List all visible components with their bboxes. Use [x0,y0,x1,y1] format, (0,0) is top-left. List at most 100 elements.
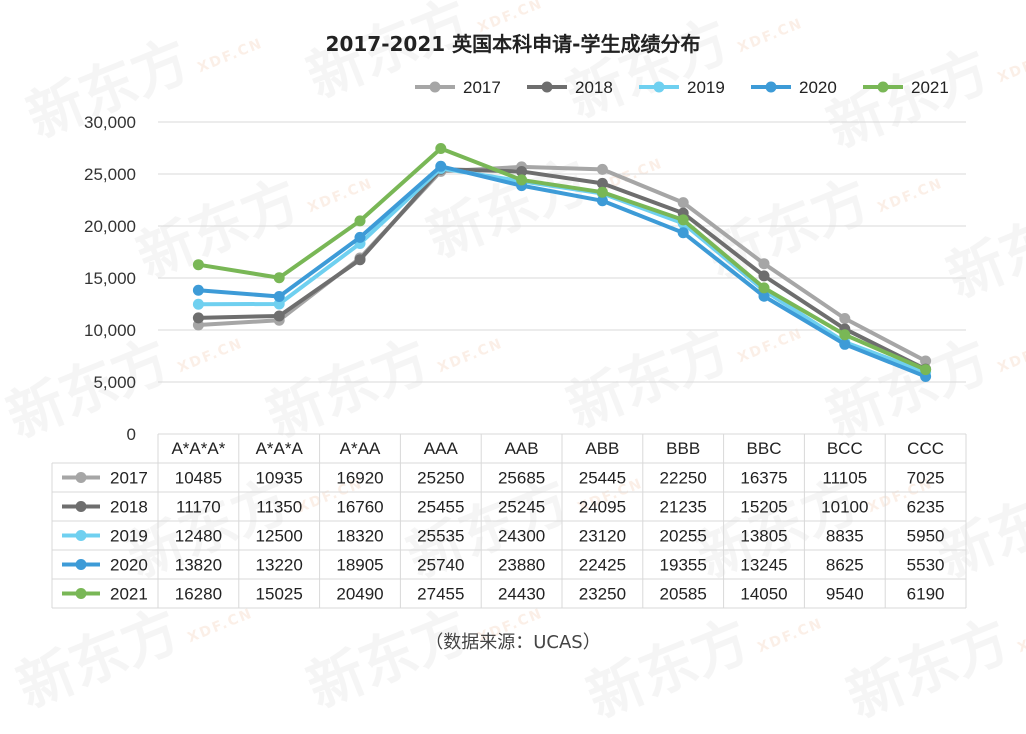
data-table-cell: 6235 [907,498,945,517]
data-table-cell: 7025 [907,469,945,488]
y-tick-label: 15,000 [84,269,136,288]
data-point [192,298,204,310]
data-table-cell: 14050 [740,585,787,604]
legend-label: 2017 [463,78,501,97]
data-point [758,282,770,294]
data-table-cell: 25455 [417,498,464,517]
data-table-cell: 5530 [907,556,945,575]
data-point [596,177,608,189]
data-point [192,284,204,296]
table-legend-marker [75,501,87,512]
data-table-cell: 19355 [660,556,707,575]
data-table-cell: 8835 [826,527,864,546]
table-legend-marker [75,559,87,570]
data-point [839,329,851,341]
data-point [273,272,285,284]
legend-label: 2020 [799,78,837,97]
series-line [198,164,927,363]
data-table-cell: 25685 [498,469,545,488]
table-series-label: 2020 [110,556,148,575]
data-point [677,214,689,226]
data-point [354,215,366,227]
data-point [920,364,932,376]
x-tick-label: A*A*A* [171,439,225,458]
data-table-cell: 25535 [417,527,464,546]
data-table-cell: 25740 [417,556,464,575]
y-tick-label: 5,000 [93,373,136,392]
data-table-cell: 15025 [256,585,303,604]
x-tick-label: AAB [505,439,539,458]
legend-marker [541,81,553,93]
data-point [596,163,608,175]
data-point [758,290,770,302]
data-table-cell: 18320 [336,527,383,546]
table-series-label: 2018 [110,498,148,517]
legend-label: 2021 [911,78,949,97]
data-point [920,355,932,367]
data-table-cell: 24095 [579,498,626,517]
series-line [198,146,927,372]
data-table-cell: 10485 [175,469,222,488]
data-point [677,197,689,209]
data-table-cell: 18905 [336,556,383,575]
data-table-cell: 20255 [660,527,707,546]
data-point [435,160,447,172]
series-line [198,166,927,374]
source-note: （数据来源：UCAS） [425,632,601,653]
data-table-cell: 12480 [175,527,222,546]
data-table-cell: 25245 [498,498,545,517]
table-legend-marker [75,530,87,541]
data-table-cell: 16760 [336,498,383,517]
data-point [516,165,528,177]
x-tick-label: A*AA [340,439,381,458]
legend-marker [877,81,889,93]
data-table-cell: 23120 [579,527,626,546]
data-table-cell: 11170 [176,498,221,517]
data-table-cell: 22425 [579,556,626,575]
data-table-cell: 23250 [579,585,626,604]
table-series-label: 2019 [110,527,148,546]
data-table-cell: 5950 [907,527,945,546]
data-point [839,338,851,350]
data-table-cell: 24430 [498,585,545,604]
data-point [516,174,528,186]
data-table-cell: 13245 [740,556,787,575]
data-table-cell: 20490 [336,585,383,604]
x-tick-label: BBB [666,439,700,458]
x-tick-label: AAA [424,439,459,458]
data-point [596,186,608,198]
chart-title: 2017-2021 英国本科申请-学生成绩分布 [325,32,701,56]
data-point [192,312,204,324]
data-table-cell: 10935 [256,469,303,488]
y-tick-label: 30,000 [84,113,136,132]
data-table-cell: 11350 [256,498,302,517]
legend-marker [653,81,665,93]
x-tick-label: CCC [907,439,944,458]
data-table-cell: 8625 [826,556,864,575]
x-tick-label: A*A*A [256,439,304,458]
table-legend-marker [75,588,87,599]
data-table-cell: 16375 [740,469,787,488]
data-table-cell: 24300 [498,527,545,546]
table-series-label: 2021 [110,585,148,604]
data-point [273,291,285,303]
data-table-cell: 15205 [740,498,787,517]
data-point [273,310,285,322]
data-table-cell: 20585 [660,585,707,604]
legend-marker [765,81,777,93]
x-tick-label: BBC [747,439,782,458]
legend-label: 2019 [687,78,725,97]
x-tick-label: BCC [827,439,863,458]
data-point [435,142,447,154]
line-chart-with-data-table: 0 5,000 10,000 15,000 20,000 25,000 30,000 A*A*… [51,78,967,609]
series-line [198,164,927,379]
y-tick-label: 25,000 [84,165,136,184]
data-table-cell: 13820 [175,556,222,575]
series-line [198,167,927,371]
data-table-cell: 25250 [417,469,464,488]
x-tick-label: ABB [585,439,619,458]
data-point [677,227,689,239]
data-table-cell: 11105 [822,469,867,488]
table-legend-marker [75,472,87,483]
data-point [354,254,366,266]
